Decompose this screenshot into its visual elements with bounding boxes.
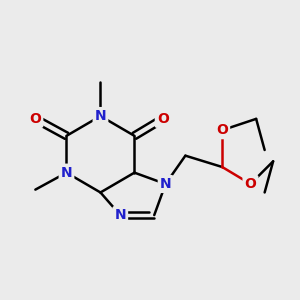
Text: O: O xyxy=(244,177,256,191)
Text: N: N xyxy=(61,166,72,180)
Text: N: N xyxy=(95,109,106,123)
Text: N: N xyxy=(160,177,171,191)
Text: N: N xyxy=(115,208,126,222)
Text: O: O xyxy=(157,112,169,126)
Text: O: O xyxy=(29,112,41,126)
Text: O: O xyxy=(216,123,228,137)
